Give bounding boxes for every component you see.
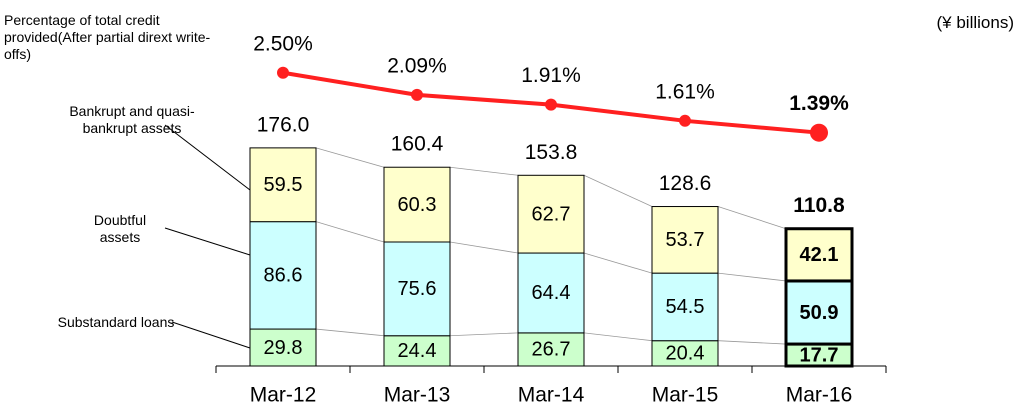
line-label: 2.09% — [387, 54, 447, 77]
segment-label: 26.7 — [532, 339, 571, 361]
line-point — [545, 98, 557, 111]
bar-segment — [651, 206, 719, 274]
bar-segment — [517, 174, 585, 254]
total-label: 110.8 — [793, 194, 845, 217]
segment-label: 86.6 — [264, 265, 303, 287]
legend-label: Doubtful assets — [93, 212, 147, 245]
connector — [315, 221, 385, 243]
segment-label: 59.5 — [264, 174, 303, 196]
connector — [449, 332, 519, 337]
legend-label: Substandard loans — [57, 314, 175, 330]
segment-label: 53.7 — [666, 229, 705, 251]
line-point — [277, 66, 289, 79]
bar-segment — [651, 340, 719, 367]
bar-segment — [249, 328, 317, 367]
x-tick-label: Mar-13 — [384, 384, 451, 407]
connector — [583, 332, 653, 342]
bar-segment — [651, 272, 719, 342]
connector — [717, 272, 787, 282]
segment-label: 64.4 — [532, 282, 571, 304]
connector — [583, 174, 653, 207]
bar-segment — [383, 166, 451, 243]
segment-label: 60.3 — [398, 194, 437, 216]
line-point — [411, 88, 423, 101]
segment-label: 17.7 — [800, 344, 839, 366]
total-label: 153.8 — [525, 141, 578, 164]
unit-label: (¥ billions) — [936, 13, 1014, 32]
total-label: 128.6 — [659, 172, 712, 195]
connector — [583, 252, 653, 274]
line-label: 1.39% — [789, 92, 849, 115]
line-label: 1.91% — [521, 64, 581, 87]
connector — [315, 328, 385, 337]
segment-label: 62.7 — [532, 203, 571, 225]
line-label: 1.61% — [655, 80, 715, 103]
bar-segment — [249, 147, 317, 223]
bar-segment — [383, 335, 451, 367]
segment-label: 24.4 — [398, 340, 437, 362]
bar-segment — [517, 332, 585, 367]
segment-label: 20.4 — [666, 343, 705, 365]
segment-label: 54.5 — [666, 296, 705, 318]
bar-segment — [249, 221, 317, 330]
bar-segment — [383, 241, 451, 337]
line-label: 2.50% — [253, 32, 313, 55]
leader-line — [164, 124, 251, 191]
line-point — [810, 123, 828, 142]
connector — [315, 147, 385, 168]
total-label: 160.4 — [391, 133, 444, 156]
segment-label: 75.6 — [398, 278, 437, 300]
connector — [449, 166, 519, 176]
line-legend: Percentage of total credit provided(Afte… — [4, 12, 211, 62]
x-tick-label: Mar-14 — [518, 384, 585, 407]
connector — [717, 206, 787, 230]
connector — [449, 241, 519, 254]
legend-label: Bankrupt and quasi-bankrupt assets — [69, 103, 195, 136]
bar-segment — [784, 227, 854, 283]
segment-label: 29.8 — [264, 337, 303, 359]
line-point — [679, 114, 691, 127]
leader-line — [171, 321, 251, 349]
connector — [717, 340, 787, 345]
segment-label: 50.9 — [800, 302, 839, 324]
segment-label: 42.1 — [800, 244, 839, 266]
x-tick-label: Mar-16 — [786, 384, 853, 407]
x-tick-label: Mar-15 — [652, 384, 719, 407]
x-tick-label: Mar-12 — [250, 384, 317, 407]
total-label: 176.0 — [257, 113, 310, 136]
leader-line — [164, 227, 251, 256]
